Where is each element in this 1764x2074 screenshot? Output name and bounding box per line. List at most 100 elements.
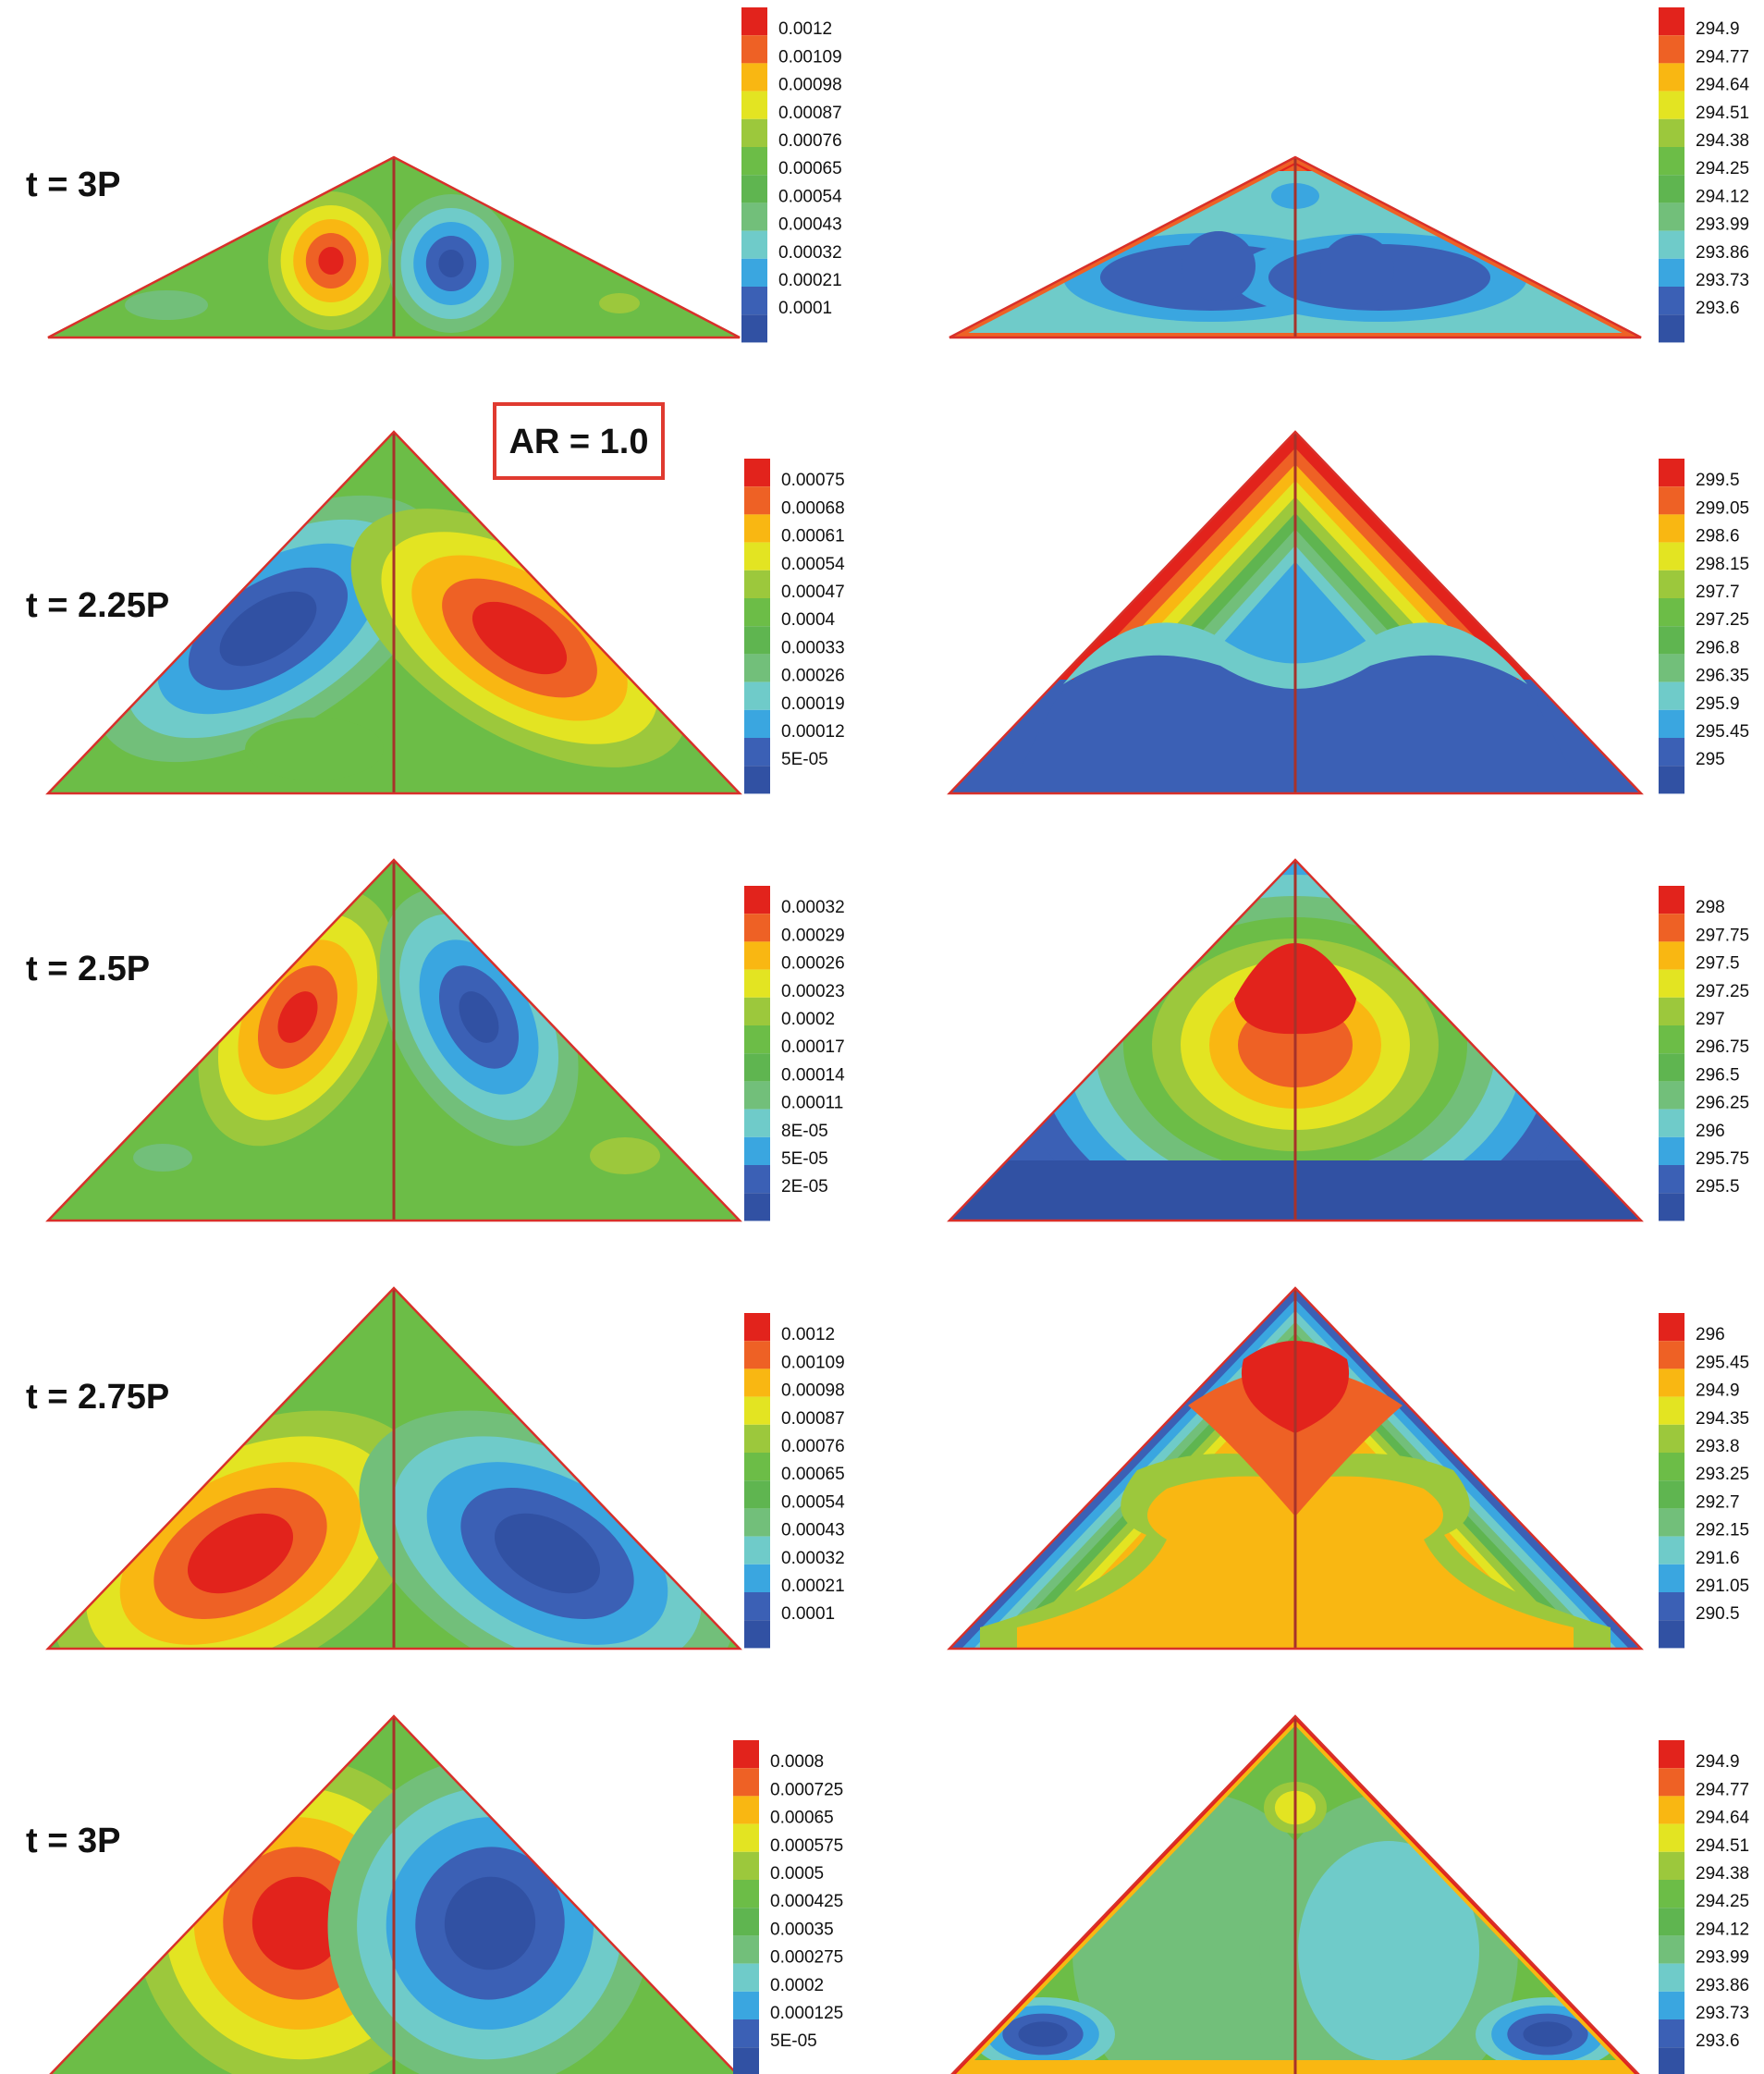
- time-label: t = 2.25P: [26, 586, 169, 625]
- legend-tick-label: 298: [1696, 898, 1725, 917]
- domain-outline: [947, 858, 1644, 1222]
- legend-swatch: [1659, 1768, 1684, 1797]
- legend-swatch: [744, 1480, 770, 1509]
- legend-tick-label: 0.00026: [781, 667, 845, 686]
- legend-swatch: [744, 969, 770, 998]
- legend-swatch: [741, 202, 767, 231]
- legend-swatch: [741, 147, 767, 176]
- legend-tick-label: 294.12: [1696, 1920, 1749, 1939]
- domain-outline: [45, 1286, 742, 1651]
- legend-tick-label: 293.73: [1696, 271, 1749, 290]
- legend-tick-label: 0.00076: [778, 131, 842, 151]
- legend-tick-label: 0.00019: [781, 694, 845, 714]
- legend-swatch: [733, 1823, 759, 1852]
- legend-tick-label: 0.00017: [781, 1037, 845, 1057]
- legend-tick-label: 292.15: [1696, 1521, 1749, 1540]
- temperature-panel: [947, 430, 1644, 795]
- legend-swatch: [744, 1620, 770, 1649]
- legend-swatch: [733, 1880, 759, 1908]
- legend-tick-label: 296.5: [1696, 1065, 1740, 1085]
- legend-swatch: [1659, 1165, 1684, 1194]
- legend-tick-label: 0.00032: [781, 898, 845, 917]
- legend-tick-label: 5E-05: [781, 1149, 828, 1169]
- legend-swatch: [1659, 570, 1684, 598]
- legend-swatch: [1659, 1053, 1684, 1082]
- legend-tick-label: 0.00109: [778, 47, 842, 67]
- legend-swatch: [744, 941, 770, 970]
- legend-tick-label: 0.00032: [778, 243, 842, 263]
- legend-tick-label: 0.00043: [781, 1521, 845, 1540]
- temperature-panel: [949, 1714, 1641, 2074]
- legend-tick-label: 0.00021: [778, 271, 842, 290]
- legend-swatch: [1659, 997, 1684, 1025]
- legend-swatch: [744, 681, 770, 710]
- legend-swatch: [1659, 1908, 1684, 1936]
- legend-swatch: [744, 542, 770, 571]
- legend-tick-label: 294.38: [1696, 1864, 1749, 1884]
- legend-tick-label: 293.6: [1696, 2031, 1740, 2051]
- legend-tick-label: 0.0004: [781, 610, 836, 630]
- legend-tick-label: 291.6: [1696, 1549, 1740, 1568]
- legend-swatch: [1659, 287, 1684, 315]
- legend-swatch: [741, 314, 767, 343]
- legend-tick-label: 0.0012: [778, 19, 832, 39]
- legend-swatch: [733, 1851, 759, 1880]
- legend-swatch: [744, 1536, 770, 1565]
- legend-tick-label: 0.00029: [781, 926, 845, 945]
- legend-swatch: [1659, 91, 1684, 119]
- legend-tick-label: 294.12: [1696, 187, 1749, 206]
- legend-swatch: [741, 258, 767, 287]
- domain-outline: [45, 430, 742, 795]
- legend-tick-label: 294.25: [1696, 1892, 1749, 1911]
- legend-swatch: [1659, 598, 1684, 627]
- legend-tick-label: 2E-05: [781, 1177, 828, 1197]
- legend-tick-label: 294.64: [1696, 1809, 1750, 1828]
- legend-swatch: [1659, 1341, 1684, 1369]
- legend-tick-label: 0.00065: [770, 1809, 834, 1828]
- legend-swatch: [1659, 1823, 1684, 1852]
- legend-tick-label: 0.000575: [770, 1836, 843, 1856]
- legend-swatch: [1659, 202, 1684, 231]
- legend-tick-label: 0.00087: [781, 1409, 845, 1429]
- legend-swatch: [1659, 1109, 1684, 1137]
- legend-swatch: [1659, 654, 1684, 682]
- legend-swatch: [1659, 1592, 1684, 1621]
- legend-tick-label: 294.9: [1696, 19, 1740, 39]
- legend-tick-label: 290.5: [1696, 1604, 1740, 1624]
- legend-tick-label: 294.77: [1696, 1780, 1749, 1799]
- legend-swatch: [744, 570, 770, 598]
- legend-swatch: [1659, 1935, 1684, 1964]
- legend-tick-label: 293.73: [1696, 2004, 1749, 2023]
- legend-tick-label: 0.00065: [781, 1465, 845, 1484]
- legend-tick-label: 299.05: [1696, 498, 1749, 518]
- legend-tick-label: 294.51: [1696, 104, 1749, 123]
- legend-tick-label: 295.5: [1696, 1177, 1740, 1197]
- legend-tick-label: 0.0001: [781, 1604, 835, 1624]
- legend-tick-label: 298.15: [1696, 555, 1749, 574]
- legend-tick-label: 297.25: [1696, 610, 1749, 630]
- legend-tick-label: 295: [1696, 750, 1725, 769]
- legend-tick-label: 294.77: [1696, 47, 1749, 67]
- legend-swatch: [1659, 766, 1684, 794]
- legend-tick-label: 0.00076: [781, 1437, 845, 1456]
- legend-swatch: [1659, 914, 1684, 942]
- legend-tick-label: 0.00054: [778, 187, 842, 206]
- legend-tick-label: 0.00061: [781, 527, 845, 546]
- legend-swatch: [1659, 542, 1684, 571]
- legend-swatch: [744, 654, 770, 682]
- legend-tick-label: 297.75: [1696, 926, 1749, 945]
- legend-swatch: [744, 1341, 770, 1369]
- legend-swatch: [741, 35, 767, 64]
- legend-swatch: [1659, 1536, 1684, 1565]
- legend-tick-label: 0.00068: [781, 498, 845, 518]
- legend-swatch: [1659, 1963, 1684, 1992]
- temperature-panel: [949, 155, 1642, 339]
- legend-tick-label: 0.00098: [778, 76, 842, 95]
- legend-tick-label: 0.0001: [778, 299, 832, 318]
- velocity-legend: 0.0012 0.00109 0.00098 0.00087 0.00076 0.0006…: [744, 1313, 845, 1649]
- legend-swatch: [1659, 626, 1684, 655]
- legend-swatch: [1659, 886, 1684, 914]
- legend-swatch: [744, 514, 770, 543]
- legend-tick-label: 0.00033: [781, 638, 845, 657]
